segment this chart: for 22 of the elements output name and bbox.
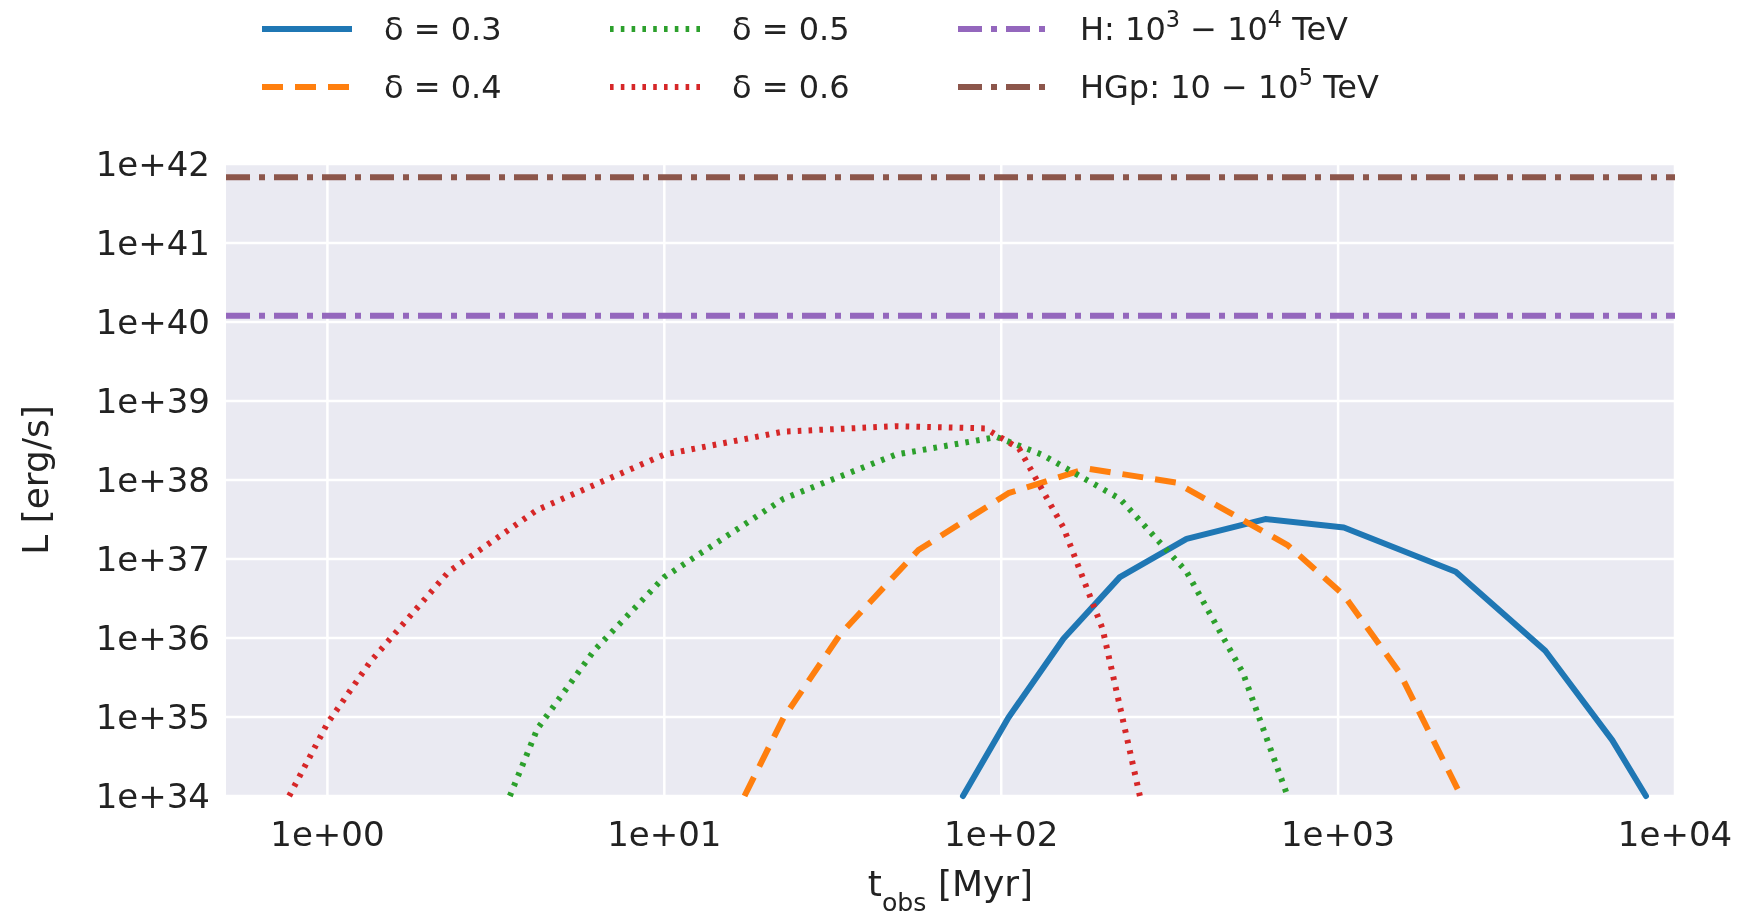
legend-label: δ = 0.3: [384, 10, 502, 48]
y-tick-label: 1e+42: [95, 144, 210, 184]
y-tick-label: 1e+39: [95, 381, 210, 421]
legend-label: δ = 0.4: [384, 68, 502, 106]
legend-label: δ = 0.5: [732, 10, 850, 48]
legend-label: δ = 0.6: [732, 68, 850, 106]
y-tick-label: 1e+41: [95, 223, 210, 263]
x-tick-label: 1e+00: [270, 814, 385, 854]
x-axis-title: t$_{obs}$ [Myr]: [867, 863, 1034, 912]
y-tick-label: 1e+37: [95, 539, 210, 579]
x-tick-label: 1e+03: [1280, 814, 1396, 854]
legend-label: H: 10$^{3}$ − 10$^{4}$ TeV: [1080, 6, 1349, 48]
y-axis-title: L [erg/s]: [15, 405, 56, 555]
x-tick-label: 1e+02: [944, 814, 1059, 854]
legend-label: HGp: 10 − 10$^{5}$ TeV: [1080, 64, 1379, 106]
y-tick-label: 1e+34: [95, 776, 210, 816]
x-tick-label: 1e+04: [1617, 814, 1733, 854]
x-tick-label: 1e+01: [607, 814, 722, 854]
y-tick-label: 1e+35: [95, 697, 210, 737]
y-tick-label: 1e+40: [95, 302, 210, 342]
y-tick-label: 1e+38: [95, 460, 210, 500]
y-tick-label: 1e+36: [95, 618, 210, 658]
